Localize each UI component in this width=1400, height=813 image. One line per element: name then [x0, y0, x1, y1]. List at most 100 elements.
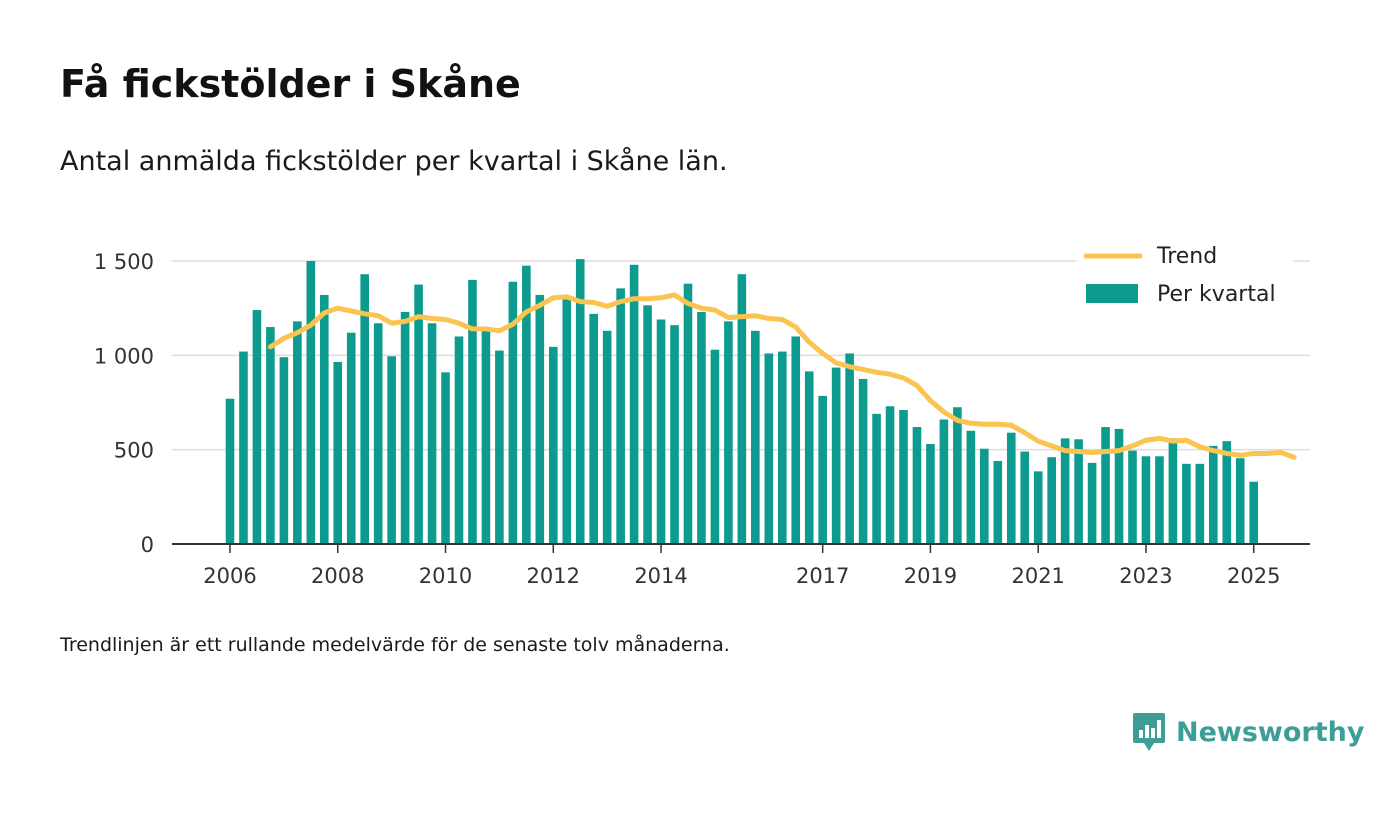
- bar: [616, 288, 625, 544]
- bar: [319, 294, 329, 544]
- bar: [1006, 432, 1016, 544]
- bar: [548, 346, 558, 544]
- legend-label-per-kvartal: Per kvartal: [1157, 282, 1276, 307]
- bar: [1101, 427, 1110, 544]
- bar: [1033, 471, 1043, 544]
- x-tick-label: 2021: [1011, 564, 1064, 588]
- bar: [481, 330, 491, 544]
- bar: [279, 357, 289, 544]
- chart-title: Få fickstölder i Skåne: [60, 62, 521, 106]
- bar: [656, 319, 666, 544]
- bar: [562, 298, 572, 544]
- bar: [724, 321, 733, 544]
- x-tick-label: 2008: [311, 564, 364, 588]
- bar: [629, 264, 639, 544]
- trend-line: [267, 292, 1297, 460]
- bar: [575, 259, 585, 544]
- bar: [535, 294, 545, 544]
- bar: [670, 325, 679, 544]
- y-tick-label: 500: [114, 439, 154, 463]
- x-tick-label: 2023: [1119, 564, 1172, 588]
- bar: [751, 330, 760, 544]
- bar: [1235, 458, 1245, 544]
- bar: [993, 460, 1003, 544]
- x-tick-label: 2012: [527, 564, 580, 588]
- bar: [1168, 438, 1178, 544]
- bar: [522, 265, 531, 544]
- x-tick-label: 2017: [796, 564, 849, 588]
- footnote: Trendlinjen är ett rullande medelvärde f…: [60, 634, 730, 656]
- bar: [926, 444, 935, 544]
- bar: [1020, 451, 1030, 544]
- bar: [1155, 456, 1164, 544]
- legend-bar-swatch: [1086, 284, 1138, 303]
- bar: [885, 406, 895, 544]
- newsworthy-logo[interactable]: Newsworthy: [1132, 712, 1364, 752]
- bar: [697, 311, 706, 544]
- y-tick-label: 1 500: [94, 250, 154, 274]
- bar: [495, 350, 504, 544]
- bars-per-kvartal: [225, 259, 1259, 544]
- bar: [1114, 428, 1124, 544]
- bar: [1087, 462, 1097, 544]
- brand-name: Newsworthy: [1176, 716, 1365, 748]
- axes: 0 500 1 000 1 500 2006 2008 2010 2012 2014 2017 20…: [94, 250, 1310, 588]
- bar: [777, 351, 787, 544]
- legend-label-trend: Trend: [1156, 244, 1217, 269]
- y-tick-label: 0: [141, 533, 154, 557]
- chart-subtitle: Antal anmälda fickstölder per kvartal i …: [60, 146, 728, 177]
- x-tick-label: 2006: [203, 564, 256, 588]
- bar: [980, 448, 989, 544]
- bar: [966, 430, 976, 544]
- bar: [333, 361, 343, 544]
- bar: [1222, 441, 1232, 544]
- bar: [602, 330, 612, 544]
- bar: [266, 327, 275, 544]
- trend-line-group: [267, 292, 1297, 460]
- bar: [1249, 481, 1259, 544]
- bar: [400, 311, 410, 544]
- bar: [899, 410, 908, 544]
- bar: [468, 279, 477, 544]
- bar: [387, 356, 396, 544]
- bar: [764, 353, 774, 544]
- bar: [1060, 438, 1070, 544]
- y-tick-label: 1 000: [94, 344, 154, 368]
- x-tick-label: 2019: [904, 564, 957, 588]
- bar: [953, 407, 962, 544]
- bar: [804, 371, 814, 544]
- x-tick-label: 2010: [419, 564, 472, 588]
- bar: [1141, 456, 1151, 544]
- bar: [939, 419, 949, 544]
- bar: [225, 398, 235, 544]
- x-tick-label: 2014: [634, 564, 687, 588]
- bar: [373, 323, 383, 544]
- bar: [252, 310, 262, 544]
- bar: [454, 336, 464, 544]
- bar: [441, 372, 450, 544]
- legend: Trend Per kvartal: [1076, 238, 1293, 316]
- bar: [414, 284, 423, 544]
- bar: [818, 395, 827, 544]
- bar: [360, 274, 369, 544]
- bar: [683, 283, 693, 544]
- bar: [508, 281, 518, 544]
- bar-chart-speech-bubble-icon: [1133, 713, 1165, 751]
- bar: [1128, 450, 1137, 544]
- bar: [239, 351, 248, 544]
- bar: [1074, 439, 1083, 544]
- bar: [845, 353, 854, 544]
- bar: [872, 413, 881, 544]
- bar: [858, 378, 868, 544]
- bar: [293, 321, 302, 544]
- x-tick-label: 2025: [1227, 564, 1280, 588]
- bar: [831, 367, 841, 544]
- bar: [710, 349, 720, 544]
- bar: [346, 332, 356, 544]
- bar: [912, 427, 922, 544]
- bar: [791, 336, 801, 544]
- bar: [1195, 463, 1205, 544]
- bar: [1209, 445, 1218, 544]
- bar: [1047, 457, 1056, 544]
